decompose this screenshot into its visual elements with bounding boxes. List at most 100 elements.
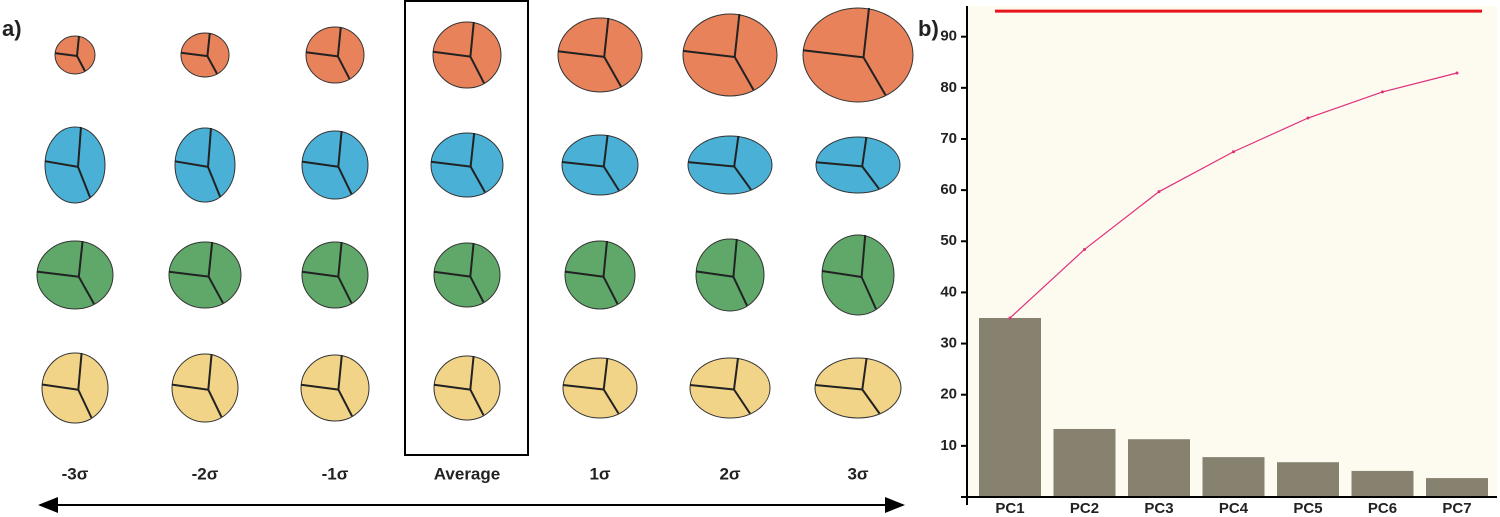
valve-body xyxy=(168,241,242,309)
valve xyxy=(561,134,639,196)
valve xyxy=(695,238,765,312)
cumulative-point xyxy=(1008,316,1012,320)
commissure xyxy=(469,56,485,84)
bar xyxy=(1351,470,1414,497)
valve-body xyxy=(557,17,643,93)
valve-body xyxy=(561,134,639,196)
commissure xyxy=(206,32,211,57)
valve xyxy=(433,242,501,308)
x-tick-label: PC1 xyxy=(995,500,1024,517)
valve xyxy=(562,357,638,419)
panel-label: b) xyxy=(918,16,939,41)
commissure xyxy=(802,49,864,59)
commissure xyxy=(469,166,486,193)
commissure xyxy=(689,384,735,391)
valve xyxy=(687,135,773,195)
commissure xyxy=(603,56,622,87)
commissure xyxy=(432,50,471,58)
valve-body xyxy=(432,21,502,89)
commissure xyxy=(602,388,620,415)
commissure xyxy=(36,270,79,278)
cumulative-point xyxy=(1232,150,1235,154)
valve-body xyxy=(300,354,370,422)
commissure xyxy=(337,130,343,167)
commissure xyxy=(561,161,604,168)
commissure xyxy=(77,240,84,277)
column-label: Average xyxy=(434,464,500,483)
commissure xyxy=(732,276,748,307)
valve-body xyxy=(687,135,773,195)
commissure xyxy=(337,276,353,304)
panel-label: a) xyxy=(2,16,22,41)
column-label: 2σ xyxy=(719,464,740,483)
bar xyxy=(979,317,1041,497)
commissure xyxy=(77,166,91,198)
commissure xyxy=(337,354,343,390)
x-tick-label: PC6 xyxy=(1368,500,1397,517)
commissure xyxy=(469,276,485,303)
valve xyxy=(301,130,369,200)
commissure xyxy=(562,384,604,391)
commissure xyxy=(337,55,351,80)
valve xyxy=(44,126,106,204)
valve-body xyxy=(682,13,778,97)
commissure xyxy=(733,165,752,191)
y-tick-label: 40 xyxy=(940,283,957,300)
commissure xyxy=(174,160,209,168)
valve xyxy=(171,353,239,423)
commissure xyxy=(602,357,609,390)
valve-body xyxy=(174,127,236,203)
valve-body xyxy=(171,353,239,423)
valve-body xyxy=(821,234,895,316)
commissure xyxy=(337,389,353,417)
commissure xyxy=(682,49,735,59)
commissure xyxy=(862,56,887,96)
valve xyxy=(815,136,901,194)
valve-body xyxy=(814,357,902,419)
valve xyxy=(305,26,365,84)
commissure xyxy=(77,276,95,305)
column-label: -1σ xyxy=(322,464,349,483)
commissure xyxy=(821,270,862,278)
bar xyxy=(1053,428,1116,497)
y-tick-label: 90 xyxy=(940,28,957,45)
x-tick-label: PC7 xyxy=(1442,500,1471,517)
commissure xyxy=(337,241,343,277)
valve xyxy=(36,240,114,310)
commissure xyxy=(602,240,608,277)
commissure xyxy=(207,353,213,390)
average-box xyxy=(404,0,529,456)
commissure xyxy=(206,55,218,75)
commissure xyxy=(814,384,863,391)
cumulative-point xyxy=(1083,247,1086,251)
valve xyxy=(433,355,501,421)
valve-body xyxy=(562,357,638,419)
y-tick-label: 70 xyxy=(940,130,957,147)
commissure xyxy=(41,383,79,391)
commissure xyxy=(301,160,339,168)
x-tick-label: PC4 xyxy=(1219,500,1249,517)
commissure xyxy=(732,238,738,277)
commissure xyxy=(77,352,83,390)
valve-body xyxy=(815,136,901,194)
y-tick-label: 10 xyxy=(940,437,957,454)
valve-body xyxy=(44,126,106,204)
commissure xyxy=(44,160,79,168)
cumulative-point xyxy=(1381,90,1384,94)
commissure xyxy=(733,13,741,58)
commissure xyxy=(301,270,339,278)
column-label: 1σ xyxy=(589,464,610,483)
commissure xyxy=(77,126,82,167)
valve xyxy=(41,352,109,424)
commissure xyxy=(861,165,880,190)
commissure xyxy=(77,389,93,419)
commissure xyxy=(733,135,740,167)
x-tick-label: PC5 xyxy=(1293,500,1322,517)
valve xyxy=(180,32,230,78)
commissure xyxy=(336,26,342,57)
commissure xyxy=(557,50,605,58)
valve xyxy=(564,240,636,310)
valve xyxy=(168,241,242,309)
valve-body xyxy=(430,132,504,198)
